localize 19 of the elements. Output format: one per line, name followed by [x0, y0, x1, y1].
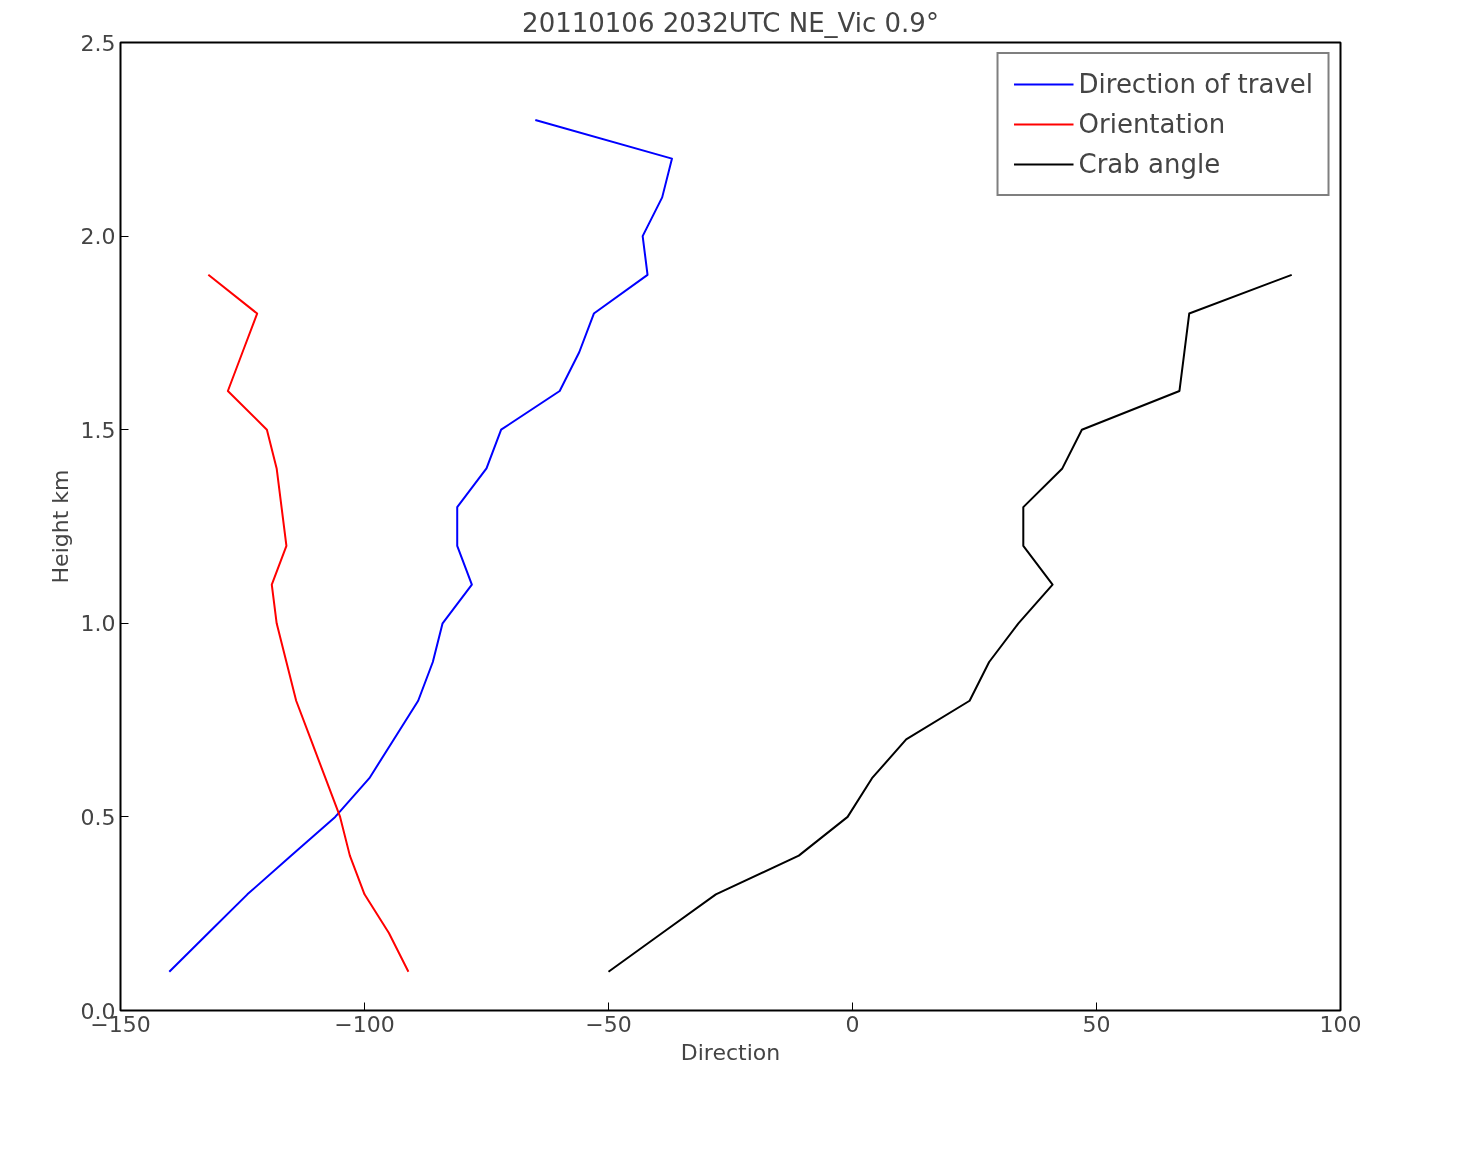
x-tick-label: −50	[585, 1011, 632, 1037]
x-tick-label: 50	[1082, 1011, 1111, 1037]
x-tick-label: 0	[845, 1011, 860, 1037]
line-series	[207, 273, 410, 973]
y-tick-label: 1.5	[80, 417, 116, 443]
x-tick-label: 100	[1319, 1011, 1362, 1037]
y-tick-label: 2.5	[80, 30, 116, 56]
x-tick-label: −100	[334, 1011, 395, 1037]
x-axis-title: Direction	[680, 1039, 781, 1065]
y-axis-title: Height km	[47, 469, 73, 584]
legend-label: Direction of travel	[1078, 69, 1313, 99]
legend-label: Crab angle	[1078, 149, 1221, 179]
y-tick-label: 1.0	[80, 611, 116, 637]
y-tick-label: 2.0	[80, 224, 116, 250]
y-tick-label: 0.5	[80, 804, 116, 830]
chart-title: 20110106 2032UTC NE_Vic 0.9°	[522, 7, 939, 38]
line-series	[607, 273, 1293, 973]
line-series	[168, 118, 673, 973]
legend-label: Orientation	[1078, 109, 1226, 139]
